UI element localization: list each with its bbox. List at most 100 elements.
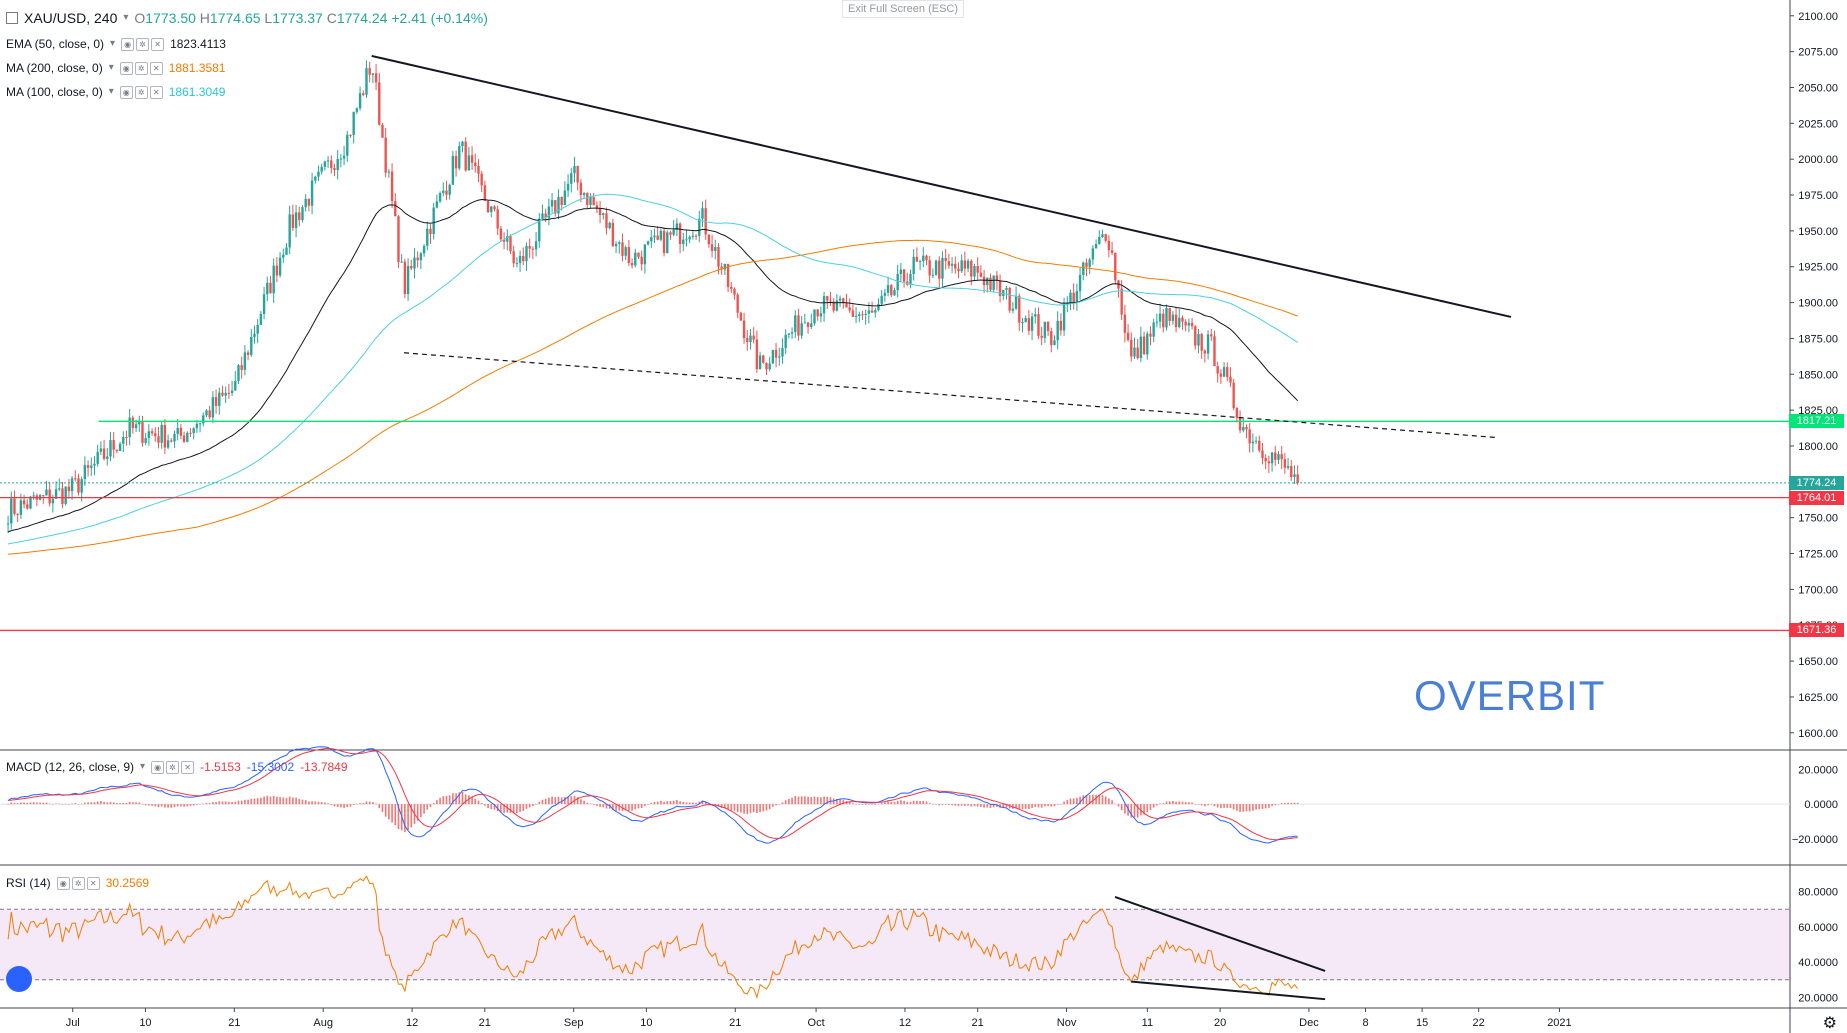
- candle-body: [230, 390, 234, 394]
- macd-hist-bar: [490, 804, 493, 810]
- candle-body: [470, 155, 474, 163]
- candle-body: [944, 257, 947, 262]
- chevron-down-icon[interactable]: ▾: [140, 761, 146, 772]
- indicator-controls[interactable]: ◉ ✲ ✕: [119, 61, 163, 75]
- candle-body: [109, 440, 112, 457]
- macd-hist-bar: [263, 796, 265, 805]
- macd-hist-bar: [119, 803, 121, 805]
- ma200-label[interactable]: MA (200, close, 0): [6, 61, 103, 75]
- candle-body: [829, 300, 832, 302]
- candle-body: [1248, 429, 1251, 444]
- candle-body: [1075, 291, 1079, 303]
- chevron-down-icon[interactable]: ▾: [110, 38, 116, 49]
- candle-body: [867, 310, 871, 314]
- candle-body: [154, 433, 157, 437]
- candle-body: [816, 309, 819, 317]
- macd-hist-bar: [935, 804, 937, 805]
- candle-body: [982, 276, 986, 286]
- candle-body: [1242, 426, 1245, 431]
- candle-body: [710, 244, 714, 251]
- macd-hist-bar: [893, 801, 896, 805]
- candle-body: [131, 417, 135, 429]
- macd-hist-bar: [1229, 804, 1232, 809]
- macd-hist-bar: [752, 804, 755, 813]
- candle-body: [317, 171, 320, 177]
- macd-hist-bar: [32, 802, 35, 805]
- candle-body: [1213, 336, 1216, 367]
- chevron-down-icon[interactable]: ▾: [108, 86, 114, 97]
- macd-hist-bar: [1248, 804, 1251, 812]
- macd-hist-bar: [1104, 796, 1107, 805]
- chevron-down-icon[interactable]: ▾: [123, 12, 129, 23]
- indicator-controls[interactable]: ◉ ✲ ✕: [151, 760, 195, 774]
- macd-hist-bar: [202, 803, 205, 805]
- candle-body: [566, 183, 570, 191]
- exit-fullscreen-button[interactable]: Exit Full Screen (ESC): [842, 0, 964, 18]
- macd-hist-bar: [1172, 800, 1174, 805]
- macd-hist-bar: [816, 796, 819, 805]
- candle-body: [1251, 441, 1255, 444]
- macd-hist-bar: [1069, 798, 1072, 805]
- candle-body: [531, 248, 535, 250]
- candle-body: [995, 275, 999, 281]
- macd-hist-bar: [532, 804, 534, 807]
- price-pane[interactable]: [0, 54, 1790, 632]
- candle-body: [1290, 465, 1293, 478]
- rsi-pane[interactable]: [0, 875, 1790, 1001]
- macd-hist-bar: [592, 804, 595, 805]
- x-tick-label: 10: [640, 1017, 652, 1029]
- ma200-legend: MA (200, close, 0) ▾ ◉ ✲ ✕ 1881.3581: [6, 60, 225, 76]
- tradingview-logo-icon[interactable]: [6, 966, 32, 992]
- macd-hist-bar: [106, 802, 109, 805]
- collapse-icon[interactable]: [6, 12, 18, 24]
- candle-body: [1002, 290, 1005, 296]
- candle-body: [685, 239, 688, 241]
- candle-body: [227, 392, 231, 394]
- macd-hist-bar: [612, 804, 614, 811]
- macd-hist-bar: [628, 804, 630, 811]
- symbol-title[interactable]: XAU/USD, 240: [24, 10, 118, 26]
- candle-body: [662, 230, 666, 254]
- indicator-controls[interactable]: ◉ ✲ ✕: [119, 85, 163, 99]
- macd-hist-bar: [336, 804, 339, 807]
- macd-hist-bar: [880, 803, 883, 805]
- candle-body: [1078, 274, 1082, 292]
- candle-body: [413, 257, 416, 269]
- macd-hist-bar: [746, 804, 749, 815]
- candle-body: [291, 214, 295, 228]
- ema50-label[interactable]: EMA (50, close, 0): [6, 37, 105, 51]
- candle-body: [778, 356, 781, 358]
- macd-hist-bar: [167, 804, 169, 808]
- rsi-label[interactable]: RSI (14): [6, 876, 51, 890]
- candle-body: [813, 309, 816, 324]
- macd-hist-bar: [221, 801, 224, 805]
- candle-body: [96, 451, 99, 464]
- macd-hist-bar: [368, 801, 371, 805]
- candle-body: [1194, 326, 1197, 346]
- macd-hist-bar: [464, 794, 467, 805]
- macd-hist-bar: [1277, 803, 1280, 805]
- macd-hist-bar: [247, 799, 249, 805]
- ma100-label[interactable]: MA (100, close, 0): [6, 85, 103, 99]
- candle-body: [1245, 426, 1248, 430]
- macd-hist-bar: [1136, 804, 1139, 818]
- candle-body: [269, 282, 272, 294]
- candle-body: [1171, 314, 1175, 321]
- rsi-y-tick-label: 20.0000: [1798, 992, 1838, 1004]
- candle-body: [1050, 331, 1053, 346]
- indicator-controls[interactable]: ◉ ✲ ✕: [121, 37, 165, 51]
- macd-hist-bar: [925, 801, 928, 805]
- macd-label[interactable]: MACD (12, 26, close, 9): [6, 760, 135, 774]
- macd-hist-bar: [800, 796, 803, 805]
- macd-hist-bar: [138, 802, 141, 805]
- candle-body: [67, 486, 71, 492]
- candle-body: [579, 182, 583, 196]
- candle-body: [288, 214, 291, 248]
- chevron-down-icon[interactable]: ▾: [108, 62, 114, 73]
- indicator-controls[interactable]: ◉ ✲ ✕: [56, 876, 100, 890]
- macd-hist-bar: [519, 804, 521, 812]
- macd-pane[interactable]: [0, 746, 1790, 844]
- settings-gear-icon[interactable]: ⚙: [1822, 1015, 1837, 1032]
- candle-body: [381, 124, 384, 138]
